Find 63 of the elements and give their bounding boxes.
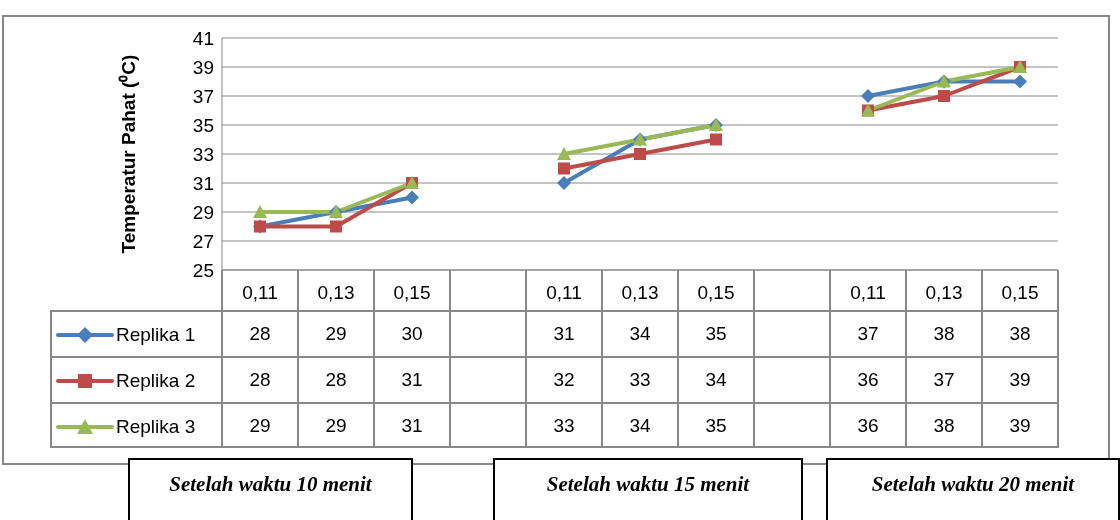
text: Setelah waktu 15 menit bbox=[493, 458, 803, 520]
data-label: 29 bbox=[324, 322, 348, 346]
point bbox=[330, 220, 342, 233]
data-label: 38 bbox=[1008, 322, 1032, 346]
data-label: 35 bbox=[704, 322, 728, 346]
data-label: 31 bbox=[400, 414, 424, 438]
data-label: 34 bbox=[704, 368, 728, 392]
data-label: 39 bbox=[1008, 414, 1032, 438]
legend-label: Replika 1 bbox=[116, 324, 196, 346]
point bbox=[405, 190, 419, 205]
point bbox=[557, 176, 571, 190]
point bbox=[861, 89, 875, 103]
x-tick-label: 0,15 bbox=[1001, 282, 1039, 304]
data-label: 34 bbox=[628, 414, 652, 438]
legend-label: Replika 3 bbox=[116, 416, 196, 438]
data-label: 39 bbox=[1008, 368, 1032, 392]
y-tick-label: 35 bbox=[192, 114, 214, 136]
y-tick-label: 41 bbox=[192, 27, 214, 49]
data-label: 37 bbox=[856, 322, 880, 346]
data-label: 31 bbox=[400, 368, 424, 392]
data-label: 28 bbox=[248, 322, 272, 346]
x-tick-label: 0,11 bbox=[546, 282, 582, 304]
text: Setelah waktu 20 menit bbox=[826, 458, 1120, 520]
data-label: 33 bbox=[552, 414, 576, 438]
x-tick-label: 0,13 bbox=[317, 282, 355, 304]
data-label: 36 bbox=[856, 368, 880, 392]
data-label: 32 bbox=[552, 368, 576, 392]
data-label: 29 bbox=[324, 414, 348, 438]
data-label: 28 bbox=[324, 368, 348, 392]
text: Setelah waktu 10 menit bbox=[128, 458, 413, 520]
data-label: 33 bbox=[628, 368, 652, 392]
point bbox=[710, 133, 722, 146]
data-label: 30 bbox=[400, 322, 424, 346]
point bbox=[938, 90, 950, 102]
x-tick-label: 0,15 bbox=[393, 282, 431, 304]
point bbox=[557, 147, 571, 160]
data-label: 37 bbox=[932, 368, 956, 392]
data-label: 38 bbox=[932, 322, 956, 346]
data-label: 34 bbox=[628, 322, 652, 346]
data-label: 35 bbox=[704, 414, 728, 438]
y-tick-label: 27 bbox=[192, 230, 214, 252]
point bbox=[558, 162, 570, 175]
data-label: 31 bbox=[552, 322, 576, 346]
x-tick-label: 0,11 bbox=[850, 282, 886, 304]
data-label: 36 bbox=[856, 414, 880, 438]
point bbox=[1013, 74, 1027, 89]
point bbox=[634, 148, 646, 160]
data-label: 29 bbox=[248, 414, 272, 438]
x-tick-label: 0,15 bbox=[697, 282, 735, 304]
x-tick-label: 0,13 bbox=[925, 282, 963, 304]
y-tick-label: 29 bbox=[192, 201, 214, 223]
x-tick-label: 0,13 bbox=[621, 282, 659, 304]
data-label: 28 bbox=[248, 368, 272, 392]
y-tick-label: 39 bbox=[192, 56, 214, 78]
y-tick-label: 31 bbox=[192, 172, 214, 194]
data-label: 38 bbox=[932, 414, 956, 438]
y-tick-label: 25 bbox=[192, 259, 214, 281]
x-tick-label: 0,11 bbox=[242, 282, 278, 304]
y-tick-label: 33 bbox=[192, 143, 214, 165]
legend-label: Replika 2 bbox=[116, 370, 196, 392]
point bbox=[253, 205, 267, 218]
y-tick-label: 37 bbox=[192, 85, 214, 107]
y-axis-title: Temperatur Pahat (⁰C) bbox=[117, 54, 139, 254]
